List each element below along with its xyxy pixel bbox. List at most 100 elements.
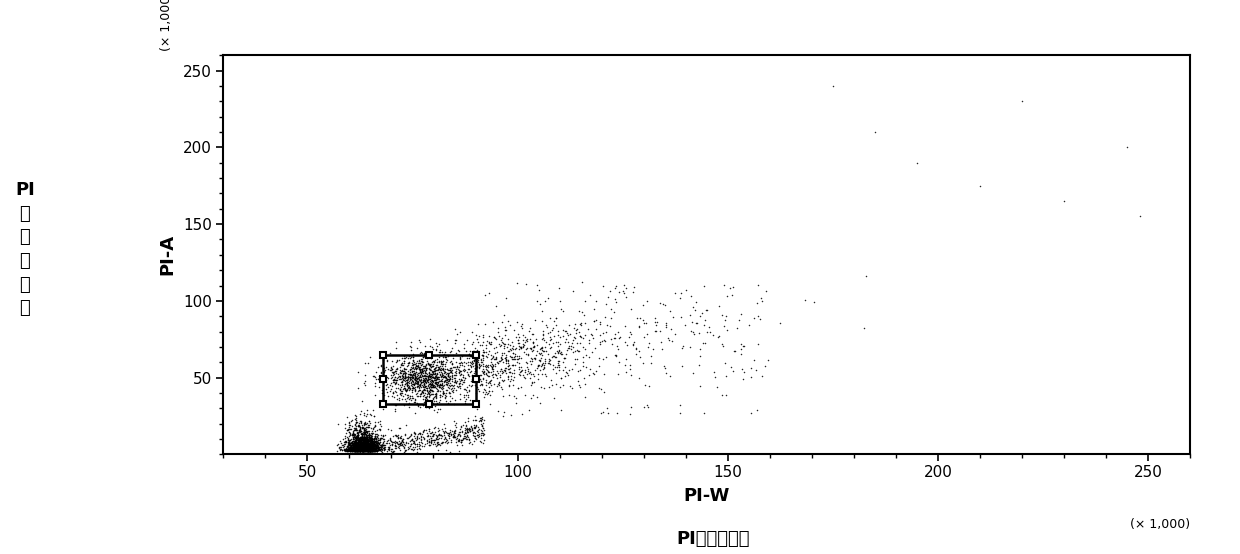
Point — [387, 438, 407, 447]
Point — [425, 378, 445, 387]
Point — [446, 358, 466, 367]
Point — [507, 335, 527, 344]
Point — [401, 365, 420, 374]
Point — [358, 437, 378, 445]
Point — [346, 444, 366, 453]
Point — [351, 447, 371, 455]
Point — [368, 435, 388, 444]
Point — [435, 373, 455, 382]
Point — [355, 444, 374, 453]
Point — [415, 361, 435, 370]
Point — [476, 348, 496, 357]
Point — [616, 284, 636, 293]
Point — [472, 414, 492, 423]
Point — [339, 440, 358, 449]
Point — [727, 324, 746, 333]
Point — [443, 381, 463, 390]
Point — [513, 372, 533, 381]
Point — [353, 440, 373, 449]
Point — [352, 438, 372, 447]
Point — [353, 446, 373, 455]
Point — [347, 447, 367, 455]
Point — [358, 423, 378, 432]
Point — [470, 340, 490, 349]
Point — [387, 438, 407, 447]
Point — [353, 439, 373, 448]
Point — [367, 444, 387, 453]
Point — [472, 429, 492, 438]
Point — [482, 371, 502, 379]
Point — [352, 435, 372, 444]
Point — [427, 381, 446, 389]
Point — [543, 361, 563, 370]
Point — [414, 361, 434, 370]
Point — [362, 435, 382, 444]
Point — [356, 443, 376, 452]
Point — [356, 412, 376, 420]
Point — [458, 431, 477, 440]
Point — [866, 127, 885, 136]
Point — [357, 447, 377, 455]
Point — [396, 370, 415, 379]
Point — [549, 366, 569, 375]
Point — [337, 433, 357, 442]
Point — [350, 437, 370, 445]
Point — [372, 375, 392, 384]
Point — [353, 429, 373, 438]
Point — [414, 383, 434, 392]
Point — [432, 372, 451, 381]
Point — [356, 438, 376, 447]
Point — [339, 444, 358, 453]
Point — [616, 368, 636, 377]
Point — [408, 402, 428, 411]
Point — [548, 327, 568, 336]
Point — [481, 381, 501, 389]
Point — [460, 354, 480, 363]
Point — [402, 367, 422, 376]
Point — [353, 445, 373, 454]
Point — [402, 435, 422, 444]
Point — [604, 307, 624, 316]
Point — [361, 448, 381, 457]
Point — [394, 444, 414, 453]
Point — [365, 447, 384, 455]
Point — [343, 438, 363, 447]
Point — [424, 381, 444, 389]
Point — [346, 435, 366, 444]
Point — [347, 442, 367, 450]
Point — [352, 421, 372, 430]
Point — [569, 347, 589, 356]
Point — [507, 351, 527, 360]
Point — [378, 446, 398, 455]
Point — [355, 446, 374, 455]
Point — [343, 438, 363, 447]
Point — [361, 447, 381, 455]
Point — [423, 390, 443, 399]
Point — [346, 433, 366, 442]
Point — [348, 422, 368, 430]
Point — [404, 367, 424, 376]
Point — [439, 434, 459, 443]
Point — [357, 437, 377, 446]
Point — [449, 363, 469, 372]
Point — [355, 435, 374, 444]
Point — [350, 443, 370, 452]
Point — [441, 367, 461, 376]
Point — [594, 388, 614, 397]
Point — [470, 331, 490, 340]
Point — [609, 357, 629, 366]
Point — [397, 434, 417, 443]
Point — [357, 445, 377, 454]
Point — [351, 439, 371, 448]
Point — [459, 435, 479, 444]
Point — [415, 378, 435, 387]
Point — [350, 435, 370, 444]
Point — [554, 353, 574, 362]
Point — [445, 377, 465, 386]
Point — [352, 424, 372, 433]
Point — [600, 314, 620, 323]
Point — [357, 440, 377, 449]
Point — [353, 445, 373, 454]
Point — [494, 392, 513, 401]
Point — [455, 373, 475, 382]
